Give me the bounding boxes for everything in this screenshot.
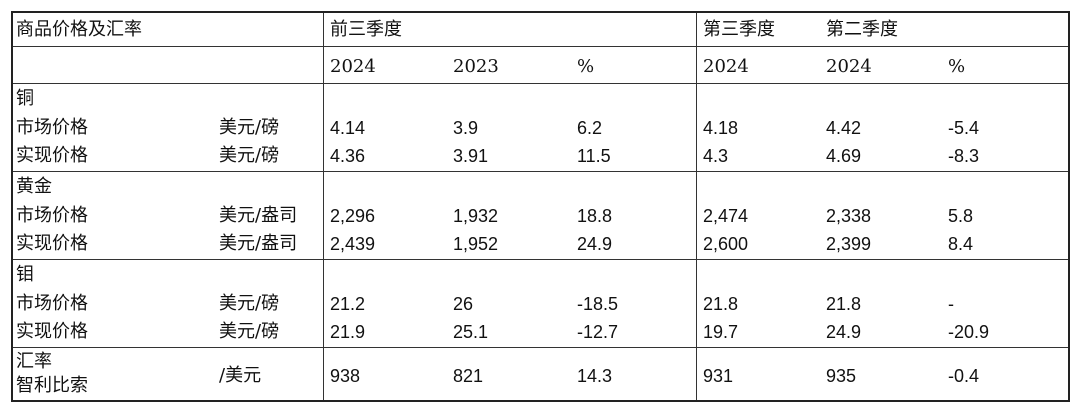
row-label: 市场价格 bbox=[16, 117, 88, 138]
cell-value: 1,952 bbox=[453, 234, 499, 254]
cell-value: 3.91 bbox=[453, 146, 489, 166]
col-ytd-pct: % bbox=[577, 56, 595, 77]
cell-value: 931 bbox=[703, 366, 734, 386]
cell-value: 24.9 bbox=[577, 234, 613, 254]
cell-value: 4.42 bbox=[826, 118, 862, 138]
row-divider bbox=[13, 259, 1068, 260]
table-title: 商品价格及汇率 bbox=[16, 19, 142, 40]
row-label: 实现价格 bbox=[16, 145, 88, 166]
cell-value: 935 bbox=[826, 366, 857, 386]
row-unit: 美元/磅 bbox=[219, 145, 280, 166]
cell-value: 4.14 bbox=[330, 118, 366, 138]
row-unit: 美元/磅 bbox=[219, 321, 280, 342]
row-label: 市场价格 bbox=[16, 205, 88, 226]
cell-value: 4.18 bbox=[703, 118, 739, 138]
cell-value: 6.2 bbox=[577, 118, 603, 138]
cell-value: 19.7 bbox=[703, 322, 739, 342]
group-header-ytd: 前三季度 bbox=[330, 19, 402, 40]
cell-value: 21.2 bbox=[330, 294, 366, 314]
commodity-price-table: 商品价格及汇率 前三季度 第三季度 第二季度 2024 2023 % 2024 … bbox=[11, 11, 1070, 402]
col-ytd-2024: 2024 bbox=[330, 56, 376, 77]
cell-value: 24.9 bbox=[826, 322, 862, 342]
cell-value: 11.5 bbox=[577, 146, 611, 166]
cell-value: -20.9 bbox=[948, 322, 990, 342]
cell-value: 26 bbox=[453, 294, 474, 314]
cell-value: 25.1 bbox=[453, 322, 489, 342]
section-gold: 黄金 bbox=[16, 176, 52, 197]
row-divider bbox=[13, 171, 1068, 172]
cell-value: 21.9 bbox=[330, 322, 366, 342]
group-header-q2: 第二季度 bbox=[826, 19, 898, 40]
group-header-q3: 第三季度 bbox=[703, 19, 775, 40]
row-label: 市场价格 bbox=[16, 293, 88, 314]
cell-value: 2,296 bbox=[330, 206, 376, 226]
row-unit: /美元 bbox=[219, 365, 262, 386]
cell-value: 21.8 bbox=[826, 294, 862, 314]
col-q3-2024: 2024 bbox=[703, 56, 749, 77]
row-divider bbox=[13, 347, 1068, 348]
col-q2-2024: 2024 bbox=[826, 56, 872, 77]
row-label: 智利比索 bbox=[16, 375, 88, 396]
section-copper: 铜 bbox=[16, 88, 34, 109]
col-q-pct: % bbox=[948, 56, 966, 77]
row-label: 实现价格 bbox=[16, 233, 88, 254]
column-divider bbox=[696, 13, 697, 400]
cell-value: 2,439 bbox=[330, 234, 376, 254]
row-label: 实现价格 bbox=[16, 321, 88, 342]
cell-value: -8.3 bbox=[948, 146, 980, 166]
cell-value: 938 bbox=[330, 366, 361, 386]
row-unit: 美元/磅 bbox=[219, 117, 280, 138]
cell-value: -5.4 bbox=[948, 118, 980, 138]
row-divider bbox=[13, 46, 1068, 47]
cell-value: 2,338 bbox=[826, 206, 872, 226]
cell-value: -18.5 bbox=[577, 294, 619, 314]
row-unit: 美元/磅 bbox=[219, 293, 280, 314]
cell-value: 821 bbox=[453, 366, 484, 386]
cell-value: - bbox=[948, 294, 954, 314]
cell-value: 3.9 bbox=[453, 118, 479, 138]
cell-value: 2,600 bbox=[703, 234, 749, 254]
cell-value: 4.36 bbox=[330, 146, 366, 166]
cell-value: 2,474 bbox=[703, 206, 749, 226]
cell-value: 18.8 bbox=[577, 206, 613, 226]
cell-value: 8.4 bbox=[948, 234, 974, 254]
section-fx: 汇率 bbox=[16, 351, 52, 372]
cell-value: 4.3 bbox=[703, 146, 729, 166]
row-unit: 美元/盎司 bbox=[219, 205, 298, 226]
col-ytd-2023: 2023 bbox=[453, 56, 499, 77]
cell-value: 1,932 bbox=[453, 206, 499, 226]
cell-value: 2,399 bbox=[826, 234, 872, 254]
section-molybdenum: 钼 bbox=[16, 264, 34, 285]
cell-value: 4.69 bbox=[826, 146, 862, 166]
cell-value: 21.8 bbox=[703, 294, 739, 314]
cell-value: -0.4 bbox=[948, 366, 980, 386]
cell-value: 5.8 bbox=[948, 206, 974, 226]
column-divider bbox=[323, 13, 324, 400]
row-divider bbox=[13, 83, 1068, 84]
cell-value: 14.3 bbox=[577, 366, 613, 386]
cell-value: -12.7 bbox=[577, 322, 619, 342]
row-unit: 美元/盎司 bbox=[219, 233, 298, 254]
